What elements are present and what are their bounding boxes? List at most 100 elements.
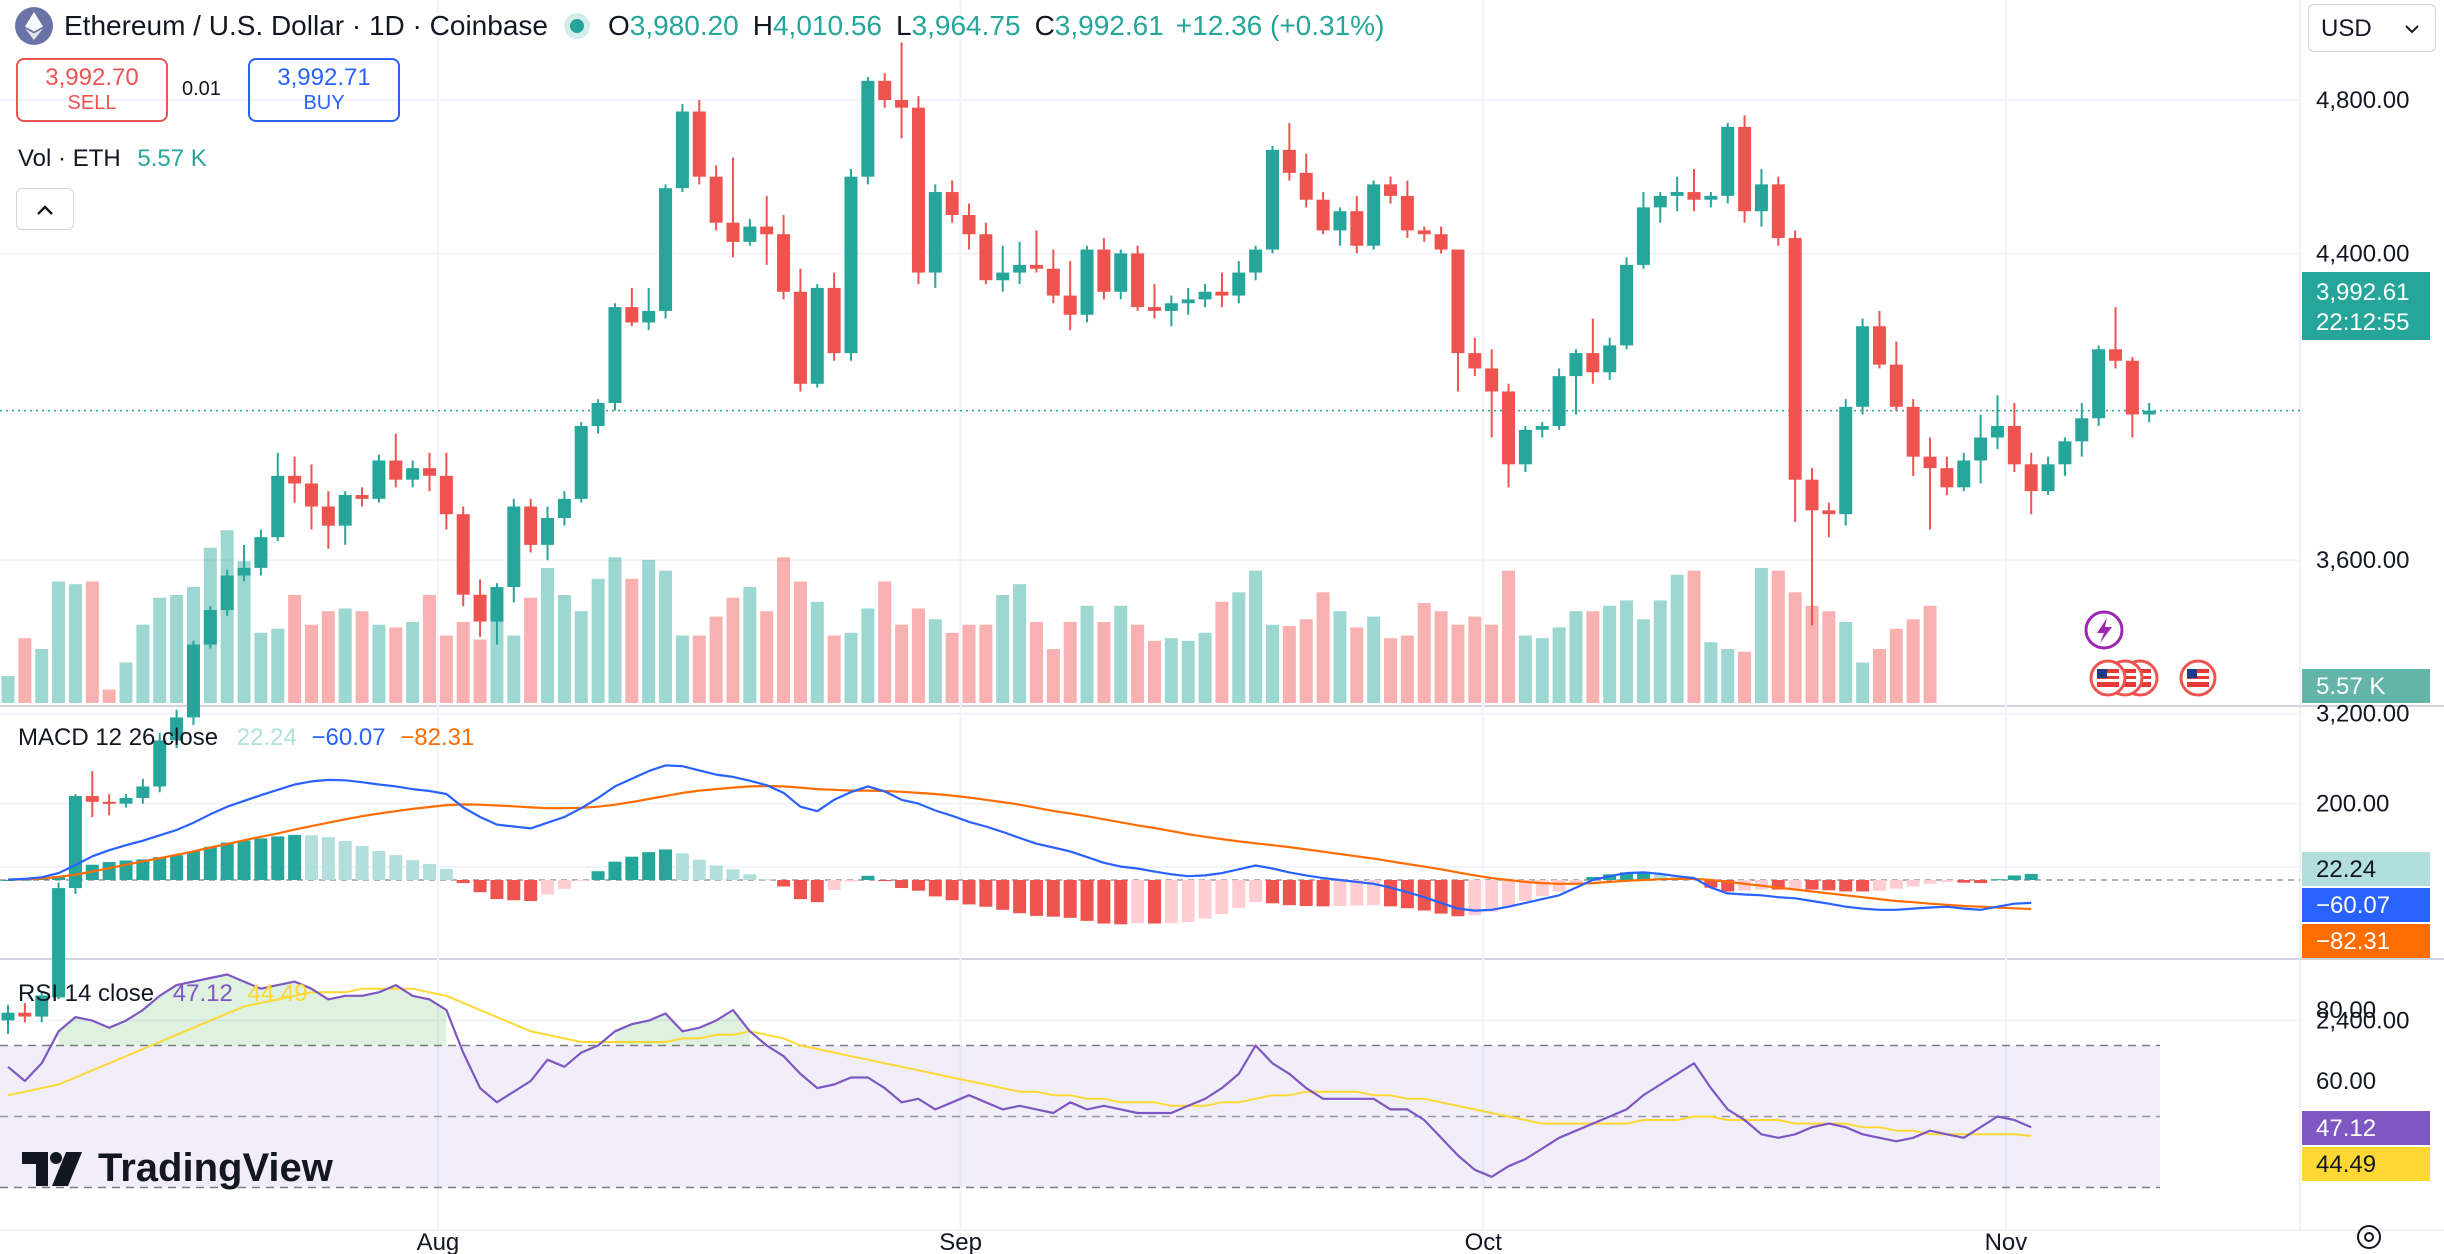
macd-histogram-bar [186,851,200,880]
macd-histogram-bar [1940,880,1954,882]
candle-body [254,537,268,568]
candle-body [2109,349,2122,361]
candle-body [709,176,723,223]
volume-bar [170,595,184,703]
macd-histogram-bar [1889,880,1903,889]
volume-bar [709,616,723,703]
volume-bar [675,635,689,703]
macd-histogram-bar [1215,880,1229,914]
macd-histogram-bar [1569,880,1583,884]
macd-legend[interactable]: MACD 12 26 close 22.24 −60.07 −82.31 [18,724,474,752]
volume-bar [473,639,487,703]
macd-histogram-bar [524,880,538,902]
macd-histogram-bar [709,865,723,880]
symbol-legend: Ethereum / U.S. Dollar · 1D · Coinbase O… [0,0,1384,52]
sell-button[interactable]: 3,992.70 SELL [16,58,168,122]
us-flag-event-icon-stripe-white [2097,673,2119,676]
candle-body [1282,149,1296,173]
macd-histogram-bar [1839,880,1853,892]
macd-signal-badge: −82.31 [2316,928,2390,955]
volume-bar [861,608,875,703]
macd-histogram-bar [372,850,386,880]
rsi-legend[interactable]: RSI 14 close 47.12 44.49 [18,980,308,1008]
volume-bar [878,581,892,703]
macd-histogram-bar [1636,872,1650,880]
macd-histogram-bar [1552,880,1566,892]
macd-histogram-bar [945,880,959,901]
gear-icon[interactable] [2352,1220,2386,1254]
volume-bar [625,578,639,703]
macd-signal-value: −82.31 [400,724,475,751]
volume-bar [777,557,791,703]
candle-body [18,1012,32,1017]
buy-button[interactable]: 3,992.71 BUY [248,58,400,122]
volume-legend[interactable]: Vol · ETH 5.57 K [18,145,207,173]
candle-body [288,475,302,484]
macd-signal-badge-bg [2302,924,2430,958]
candle-body [1198,291,1212,300]
candle-body [541,518,555,545]
candle-body [1434,234,1448,250]
volume-bar [827,635,841,703]
tradingview-logo[interactable]: TradingView [22,1146,333,1191]
macd-hist-badge-bg [2302,852,2430,886]
candle-body [1839,406,1853,515]
volume-bar [1013,584,1027,703]
volume-bar [962,624,976,703]
macd-line-badge: −60.07 [2316,892,2390,919]
macd-histogram-bar [473,880,487,893]
candle-body [355,495,369,499]
macd-histogram-bar [692,859,706,880]
macd-histogram-bar [1299,880,1313,906]
candle-body [406,468,420,480]
macd-histogram-bar [1417,880,1431,911]
collapse-legend-button[interactable] [16,188,74,230]
rsi-ma-line [7,987,2032,1137]
rsi-badge: 47.12 [2316,1115,2376,1142]
candle-body [1738,126,1752,212]
us-flag-event-icon [2179,659,2217,697]
macd-histogram-bar [1771,880,1785,890]
volume-bar [1164,638,1178,703]
macd-histogram-bar [1805,880,1819,890]
candle-body [1080,249,1094,315]
macd-histogram-bar [625,856,639,880]
sell-price: 3,992.70 [45,64,139,91]
macd-histogram-bar [1586,876,1600,880]
candle-body [928,192,942,273]
symbol-title[interactable]: Ethereum / U.S. Dollar · 1D · Coinbase [64,10,548,41]
candle-body [1,1012,15,1021]
volume-bar [659,570,673,703]
macd-histogram-bar [793,880,807,900]
rsi-axis-tick: 80.00 [2316,997,2376,1024]
volume-bar [911,608,925,703]
time-axis-label: Aug [417,1229,460,1254]
lightning-event-icon [2084,610,2124,650]
macd-histogram-bar [1704,880,1718,888]
volume-bar [1603,605,1617,703]
macd-histogram-bar [456,880,470,884]
volume-bar [1316,592,1330,703]
volume-bar [1872,649,1886,703]
macd-histogram-bar [1518,880,1532,902]
volume-bar [85,581,99,703]
macd-histogram-bar [1451,880,1465,917]
macd-histogram-bar [557,880,571,889]
candle-body [861,80,875,177]
macd-histogram-bar [1721,880,1735,892]
currency-select[interactable]: USD [2308,4,2436,52]
candle-body [844,176,858,354]
macd-histogram-bar [170,855,184,880]
candle-body [911,107,925,273]
macd-histogram-bar [288,834,302,880]
volume-bar [136,624,150,703]
macd-histogram-bar [675,853,689,880]
volume-bar [928,619,942,703]
macd-histogram-bar [574,880,588,881]
macd-histogram-bar [1974,880,1988,884]
volume-bar [524,597,538,703]
macd-histogram-bar [338,841,352,880]
volume-bar [1636,619,1650,703]
time-axis-label: Nov [1985,1229,2028,1254]
